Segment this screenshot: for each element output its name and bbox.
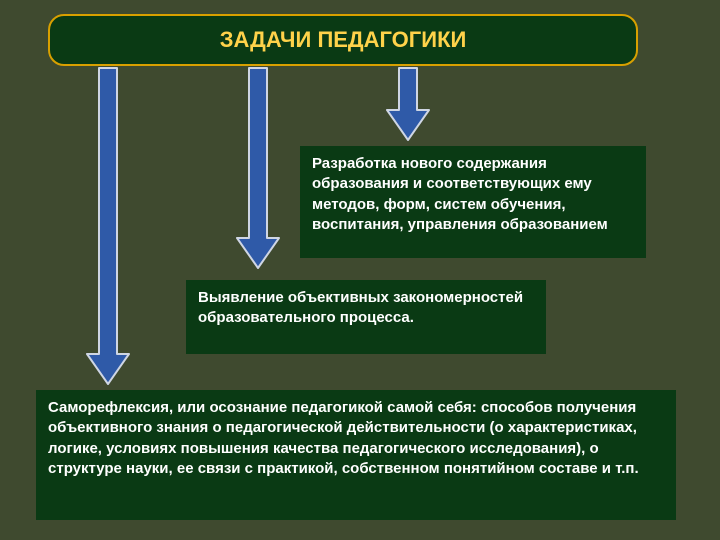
box-right: Разработка нового содержания образования… [300,146,646,258]
arrow-middle [235,66,281,270]
title-box: ЗАДАЧИ ПЕДАГОГИКИ [48,14,638,66]
slide: ЗАДАЧИ ПЕДАГОГИКИ Разработка нового соде… [0,0,720,540]
arrow-right [385,66,431,142]
title-text: ЗАДАЧИ ПЕДАГОГИКИ [220,27,467,53]
box-right-text: Разработка нового содержания образования… [312,155,608,233]
box-bottom-text: Саморефлексия, или осознание педагогикой… [48,399,639,477]
box-bottom: Саморефлексия, или осознание педагогикой… [36,390,676,520]
box-middle: Выявление объективных закономерностей об… [186,280,546,354]
arrow-left [85,66,131,386]
box-middle-text: Выявление объективных закономерностей об… [198,289,523,326]
